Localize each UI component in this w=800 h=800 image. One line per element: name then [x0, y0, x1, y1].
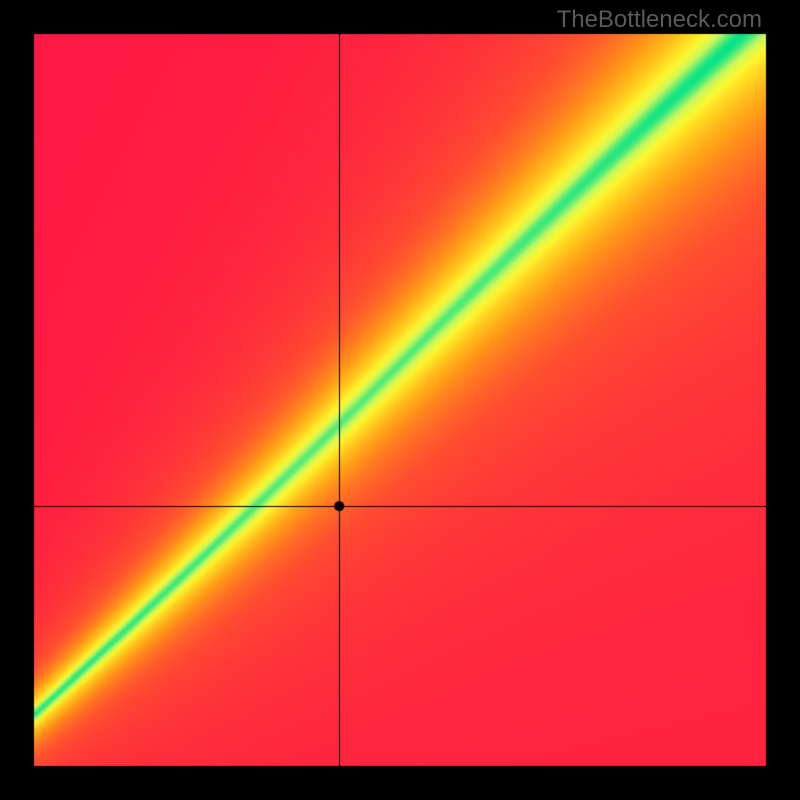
chart-container: TheBottleneck.com — [0, 0, 800, 800]
watermark-text: TheBottleneck.com — [557, 6, 762, 34]
bottleneck-heatmap — [0, 0, 800, 800]
